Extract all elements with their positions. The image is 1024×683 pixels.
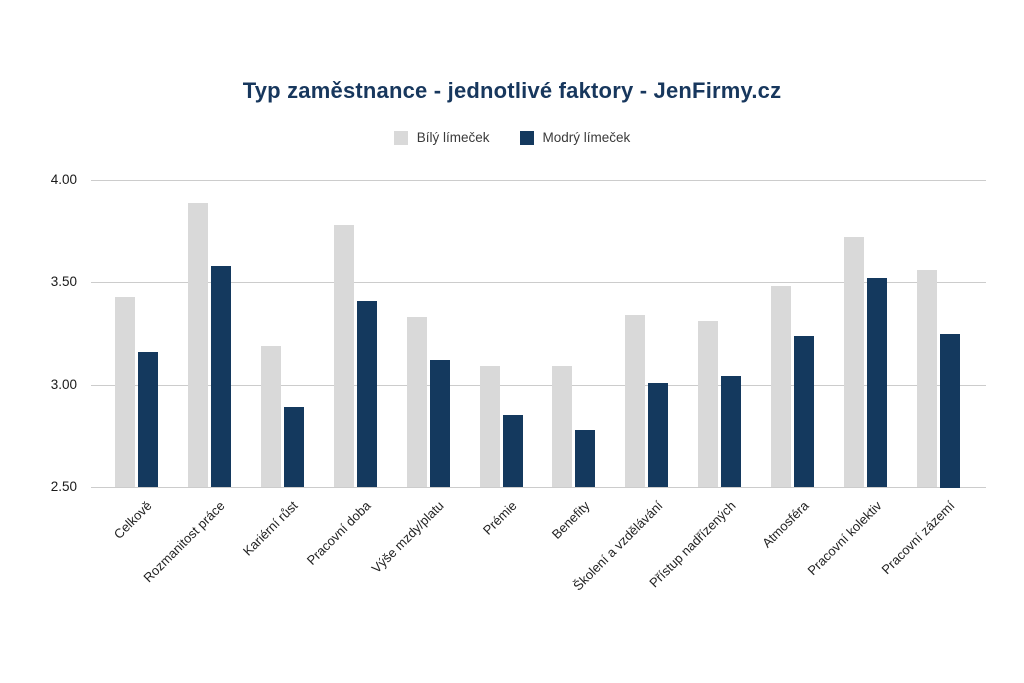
bar-blue-collar	[721, 376, 741, 487]
bar-white-collar	[334, 225, 354, 487]
x-axis-category-label: Kariérní růst	[239, 498, 301, 559]
gridline	[91, 180, 986, 181]
bar-white-collar	[625, 315, 645, 487]
legend-item-white-collar: Bílý límeček	[393, 130, 490, 145]
bar-white-collar	[844, 237, 864, 487]
bar-white-collar	[771, 286, 791, 487]
legend-swatch-white-collar	[393, 130, 408, 145]
bar-blue-collar	[794, 336, 814, 487]
legend-item-blue-collar: Modrý límeček	[519, 130, 631, 145]
gridline	[91, 282, 986, 283]
bar-white-collar	[552, 366, 572, 487]
bar-blue-collar	[867, 278, 887, 487]
gridline	[91, 487, 986, 488]
x-axis-category-label: Atmosféra	[759, 498, 812, 551]
bar-blue-collar	[211, 266, 231, 487]
x-axis-category-label: Výše mzdy/platu	[368, 498, 447, 577]
y-axis-tick-label: 3.50	[50, 274, 77, 289]
bar-white-collar	[407, 317, 427, 487]
bar-blue-collar	[648, 383, 668, 487]
y-axis-tick-label: 4.00	[50, 172, 77, 187]
bar-blue-collar	[575, 430, 595, 487]
bar-white-collar	[698, 321, 718, 487]
bar-white-collar	[188, 203, 208, 487]
x-axis-category-label: Benefity	[548, 498, 593, 542]
bar-blue-collar	[430, 360, 450, 487]
y-axis-tick-label: 3.00	[50, 377, 77, 392]
x-axis-category-label: Prémie	[479, 498, 520, 538]
legend-label-blue-collar: Modrý límeček	[542, 130, 631, 145]
legend-label-white-collar: Bílý límeček	[416, 130, 490, 145]
x-axis-category-label: Pracovní zázemí	[878, 498, 958, 578]
chart-title: Typ zaměstnance - jednotlivé faktory - J…	[242, 78, 782, 103]
bar-white-collar	[480, 366, 500, 487]
bar-blue-collar	[503, 415, 523, 487]
chart-legend: Bílý límeček Modrý límeček	[0, 130, 1024, 145]
x-axis-category-label: Rozmanitost práce	[140, 498, 228, 586]
gridline	[91, 385, 986, 386]
bar-blue-collar	[284, 407, 304, 487]
bar-white-collar	[917, 270, 937, 487]
bar-blue-collar	[940, 334, 960, 488]
bar-white-collar	[115, 297, 135, 487]
bar-white-collar	[261, 346, 281, 487]
x-axis-category-label: Pracovní kolektiv	[804, 498, 885, 579]
legend-swatch-blue-collar	[519, 130, 534, 145]
y-axis-tick-label: 2.50	[50, 479, 77, 494]
x-axis-category-label: Pracovní doba	[303, 498, 374, 568]
bar-blue-collar	[357, 301, 377, 487]
x-axis-category-label: Celkově	[110, 498, 155, 542]
bar-blue-collar	[138, 352, 158, 487]
